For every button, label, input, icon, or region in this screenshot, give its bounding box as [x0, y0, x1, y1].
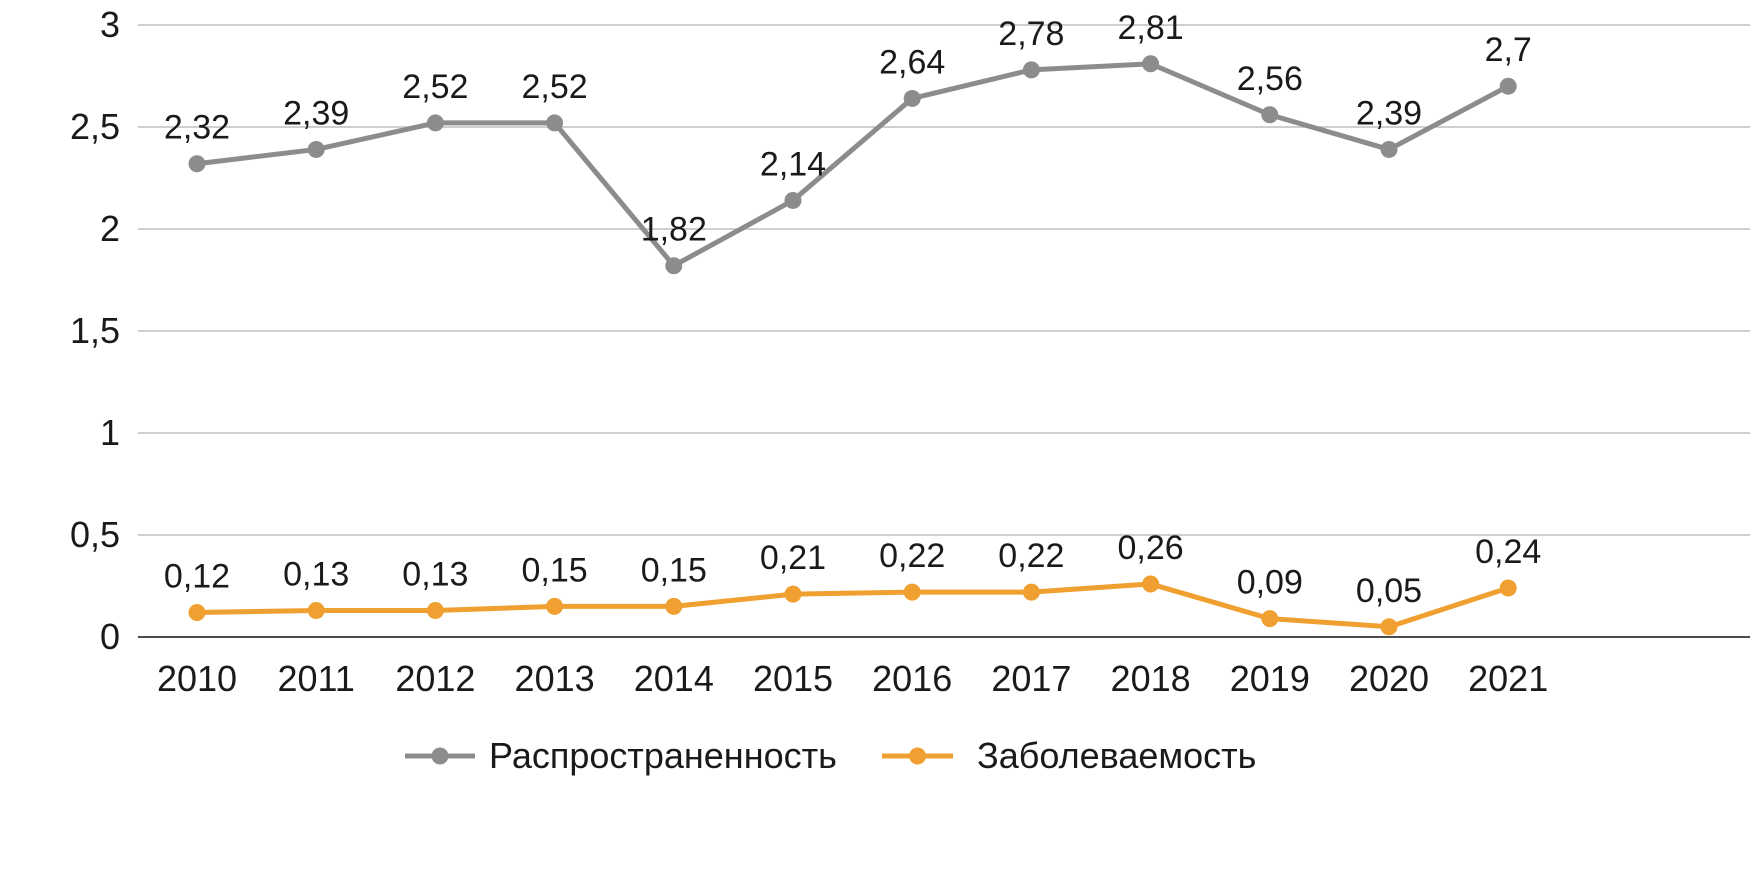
y-tick-label: 2,5: [70, 106, 120, 147]
data-label: 2,7: [1485, 31, 1532, 69]
x-tick-label: 2011: [277, 658, 354, 699]
x-tick-label: 2020: [1349, 658, 1429, 699]
data-label: 2,64: [879, 43, 945, 81]
data-label: 2,78: [998, 15, 1064, 53]
x-tick-label: 2014: [634, 658, 714, 699]
data-label: 1,82: [641, 211, 707, 249]
data-point: [426, 601, 444, 619]
y-axis-ticks: 0 0,5 1 1,5 2 2,5 3: [70, 4, 120, 657]
data-label: 0,05: [1356, 572, 1422, 610]
data-label: 0,15: [641, 551, 707, 589]
data-label: 0,12: [164, 558, 230, 596]
y-tick-label: 0,5: [70, 514, 120, 555]
legend-label: Распространенность: [489, 735, 837, 776]
data-point: [903, 89, 921, 107]
series-line: [196, 581, 1509, 630]
data-point: [188, 155, 206, 173]
data-label: 0,22: [998, 537, 1064, 575]
data-point: [307, 140, 325, 158]
legend-label: Заболеваемость: [977, 735, 1256, 776]
data-point: [1380, 140, 1398, 158]
data-point: [1142, 575, 1160, 593]
data-point: [1261, 610, 1279, 628]
data-point: [784, 585, 802, 603]
data-label: 0,26: [1118, 529, 1184, 567]
x-tick-label: 2012: [395, 658, 475, 699]
y-tick-label: 1: [100, 412, 120, 453]
data-point: [1022, 583, 1040, 601]
y-tick-label: 3: [100, 4, 120, 45]
data-label: 0,15: [522, 551, 588, 589]
data-point: [665, 597, 683, 615]
x-tick-label: 2016: [872, 658, 952, 699]
x-tick-label: 2010: [157, 658, 237, 699]
x-tick-label: 2018: [1111, 658, 1191, 699]
data-point: [546, 597, 564, 615]
x-tick-label: 2017: [991, 658, 1071, 699]
data-point: [188, 604, 206, 622]
data-label: 2,52: [402, 68, 468, 106]
x-tick-label: 2021: [1468, 658, 1548, 699]
data-point: [307, 601, 325, 619]
x-tick-label: 2015: [753, 658, 833, 699]
legend: Распространенность Заболеваемость: [405, 735, 1256, 776]
data-label: 2,52: [522, 68, 588, 106]
data-label: 2,32: [164, 109, 230, 147]
data-point: [1142, 55, 1160, 73]
data-label: 2,39: [283, 94, 349, 132]
data-point: [1499, 77, 1517, 95]
data-label: 0,24: [1475, 533, 1541, 571]
data-label: 0,09: [1237, 564, 1303, 602]
legend-item-1: Распространенность: [405, 735, 837, 776]
data-point: [546, 114, 564, 132]
x-tick-label: 2013: [515, 658, 595, 699]
legend-marker: [909, 747, 926, 765]
data-label: 2,39: [1356, 94, 1422, 132]
series-1: [188, 55, 1517, 275]
data-point: [1261, 106, 1279, 124]
data-point: [665, 257, 683, 275]
y-tick-label: 1,5: [70, 310, 120, 351]
data-point: [426, 114, 444, 132]
y-tick-label: 2: [100, 208, 120, 249]
x-axis-ticks: 2010 2011 2012 2013 2014 2015 2016 2017 2018 2019…: [157, 658, 1548, 699]
data-label: 2,81: [1118, 9, 1184, 47]
x-tick-label: 2019: [1230, 658, 1310, 699]
y-tick-label: 0: [100, 616, 120, 657]
data-point: [903, 583, 921, 601]
data-point: [1022, 61, 1040, 79]
data-label: 2,56: [1237, 60, 1303, 98]
data-point: [1380, 618, 1398, 636]
series-layer: [188, 55, 1517, 636]
data-label: 0,13: [402, 555, 468, 593]
data-label: 0,22: [879, 537, 945, 575]
legend-item-2: Заболеваемость: [882, 735, 1256, 776]
data-labels: 2,32 2,39 2,52 2,52 1,82 2,14 2,64 2,78 2,81 2,56…: [164, 9, 1541, 610]
series-2: [188, 575, 1517, 636]
legend-marker: [431, 747, 449, 765]
data-label: 2,14: [760, 145, 826, 183]
data-point: [784, 191, 802, 209]
data-point: [1499, 579, 1517, 597]
data-label: 0,13: [283, 555, 349, 593]
series-line: [196, 61, 1510, 269]
data-label: 0,21: [760, 539, 826, 577]
